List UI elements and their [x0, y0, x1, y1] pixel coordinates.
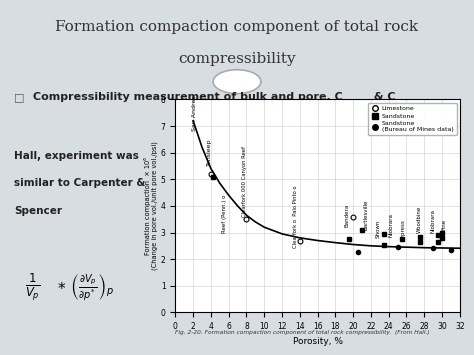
Text: b: b — [360, 99, 366, 108]
Text: Bandera: Bandera — [345, 204, 349, 227]
Text: San Andres: San Andres — [192, 96, 198, 131]
Text: compressibility: compressibility — [178, 51, 296, 66]
Text: Hall, experiment was: Hall, experiment was — [14, 151, 139, 160]
Circle shape — [213, 70, 261, 94]
Text: $\left(\frac{\partial V_p}{\partial p^*}\right)_p$: $\left(\frac{\partial V_p}{\partial p^*}… — [70, 272, 114, 303]
Text: Woodbine: Woodbine — [417, 205, 422, 233]
Text: $*$: $*$ — [57, 280, 66, 295]
Text: Niobrara: Niobrara — [430, 208, 436, 233]
Text: Bartlesville: Bartlesville — [364, 200, 369, 230]
Text: $\frac{1}{V_p}$: $\frac{1}{V_p}$ — [25, 272, 40, 303]
X-axis label: Porosity, %: Porosity, % — [292, 337, 343, 346]
Text: Formation compaction component of total rock: Formation compaction component of total … — [55, 20, 419, 34]
Text: Fine: Fine — [441, 219, 447, 230]
Text: Spencer: Spencer — [14, 206, 62, 216]
Text: & C: & C — [370, 93, 395, 103]
Legend: Limestone, Sandstone, Sandstone
(Bureau of Mines data): Limestone, Sandstone, Sandstone (Bureau … — [368, 103, 456, 135]
Y-axis label: Formation compaction  × 10⁶
(Change in pore vol./unit pore vol./psi): Formation compaction × 10⁶ (Change in po… — [144, 141, 158, 271]
Text: Shown: Shown — [375, 219, 381, 238]
Text: □: □ — [14, 93, 25, 103]
Text: Compressibility measurement of bulk and pore, C: Compressibility measurement of bulk and … — [33, 93, 343, 103]
Text: Clearfork 000 Canyon Reef: Clearfork 000 Canyon Reef — [242, 146, 247, 217]
Text: Tensleep: Tensleep — [207, 138, 212, 166]
Text: Fig. 2-20. Formation compaction component of total rock compressibility.  (From : Fig. 2-20. Formation compaction componen… — [175, 330, 430, 335]
Text: Niobrara: Niobrara — [389, 213, 394, 236]
Text: Cypress: Cypress — [401, 219, 405, 241]
Text: Clearfork o  Palo Pinto o: Clearfork o Palo Pinto o — [293, 186, 298, 248]
Text: similar to Carpenter &: similar to Carpenter & — [14, 178, 146, 188]
Text: p: p — [398, 99, 404, 108]
Text: Reef (Penn.) o: Reef (Penn.) o — [222, 194, 227, 233]
